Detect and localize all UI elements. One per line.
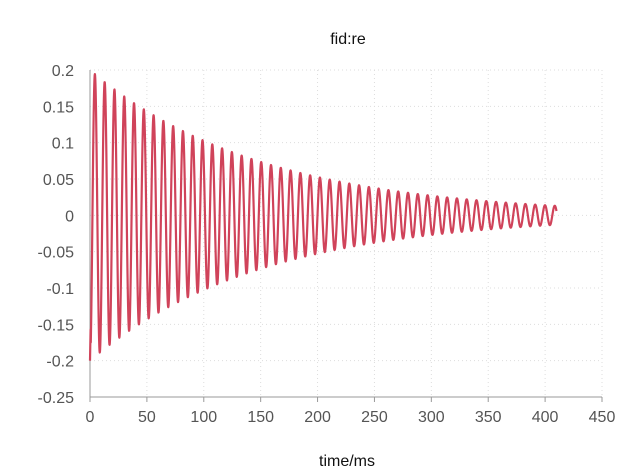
y-tick-label: -0.2 xyxy=(46,354,74,371)
series-layer xyxy=(88,73,558,361)
y-tick-label: 0.2 xyxy=(52,63,74,80)
x-tick-label: 100 xyxy=(190,409,217,426)
fid-series-line xyxy=(88,73,558,361)
x-axis-title: time/ms xyxy=(319,453,375,470)
y-tick-label: 0 xyxy=(65,208,74,225)
x-tick-label: 250 xyxy=(361,409,388,426)
y-tick-label: 0.15 xyxy=(43,99,74,116)
x-tick-label: 150 xyxy=(247,409,274,426)
chart-title: fid:re xyxy=(330,31,366,48)
x-tick-label: 450 xyxy=(589,409,616,426)
x-tick-label: 200 xyxy=(304,409,331,426)
x-tick-label: 350 xyxy=(475,409,502,426)
x-tick-label: 0 xyxy=(86,409,95,426)
y-tick-label: 0.1 xyxy=(52,136,74,153)
x-tick-label: 300 xyxy=(418,409,445,426)
y-tick-label: -0.25 xyxy=(38,390,75,407)
x-tick-label: 400 xyxy=(532,409,559,426)
y-tick-label: -0.1 xyxy=(46,281,74,298)
tick-labels: 0 50 100 150 200 250 300 350 400 450 0.2 0.15 0.1 0.0… xyxy=(38,63,616,426)
x-tick-label: 50 xyxy=(138,409,156,426)
y-tick-label: 0.05 xyxy=(43,172,74,189)
y-tick-label: -0.05 xyxy=(38,245,75,262)
y-tick-label: -0.15 xyxy=(38,317,75,334)
